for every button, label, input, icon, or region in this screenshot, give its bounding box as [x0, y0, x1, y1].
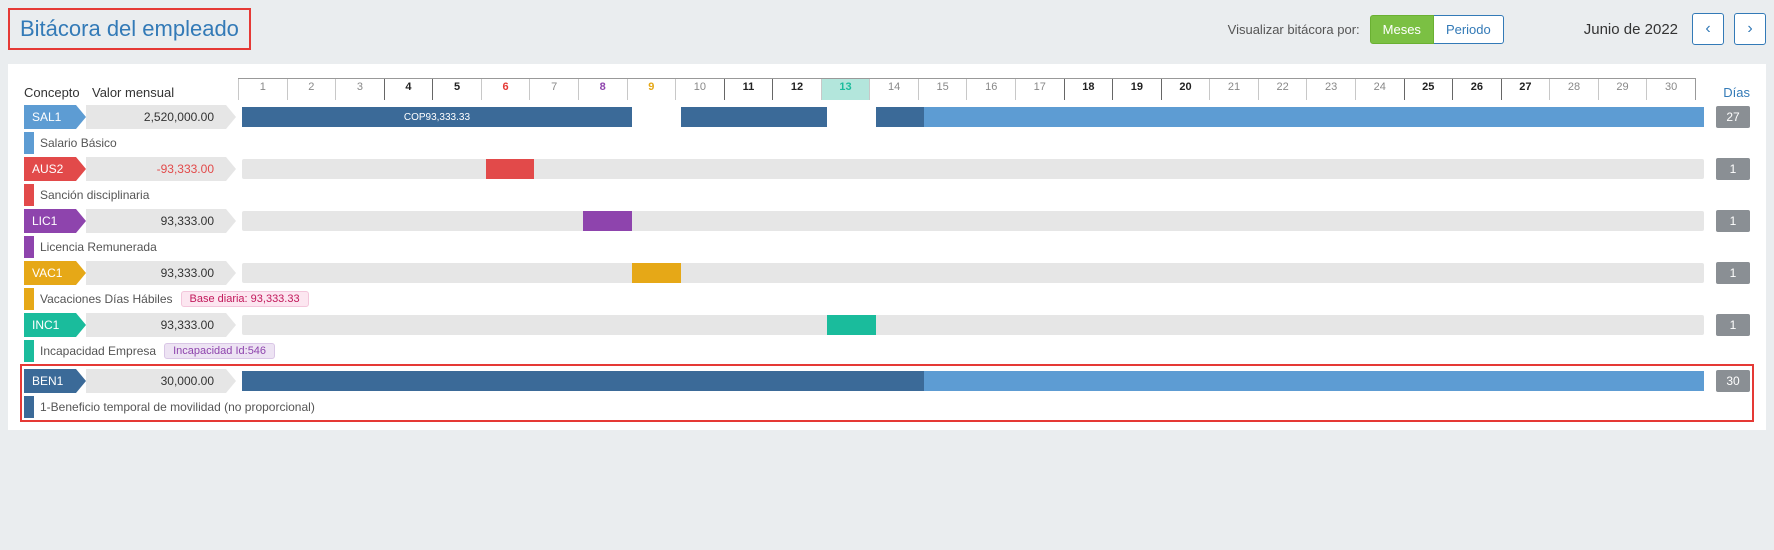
col-dias-header: Días: [1706, 85, 1750, 100]
track-segment[interactable]: [242, 371, 973, 391]
track-segment[interactable]: [632, 263, 681, 283]
track-segment[interactable]: COP93,333.33: [242, 107, 632, 127]
days-count-badge: 1: [1716, 158, 1750, 180]
prev-month-button[interactable]: ‹: [1692, 13, 1724, 45]
day-header-21: 21: [1209, 79, 1258, 100]
concept-description: Salario Básico: [40, 136, 117, 150]
track-segment[interactable]: [583, 211, 632, 231]
day-header-18: 18: [1064, 79, 1113, 100]
concept-track: [242, 159, 1704, 179]
track-segment[interactable]: [924, 107, 1704, 127]
day-header-28: 28: [1549, 79, 1598, 100]
concept-code-tag[interactable]: BEN1: [24, 369, 76, 393]
day-header-27: 27: [1501, 79, 1550, 100]
concept-row-lic1: LIC1 93,333.00 1 Licencia Remunerada: [24, 208, 1750, 258]
concept-pill: Base diaria: 93,333.33: [181, 291, 309, 307]
concept-value: 30,000.00: [86, 369, 226, 393]
view-by-label: Visualizar bitácora por:: [1228, 22, 1360, 37]
view-periodo-button[interactable]: Periodo: [1434, 15, 1504, 44]
concept-color-bar: [24, 132, 34, 154]
day-header-2: 2: [287, 79, 336, 100]
concept-track: [242, 211, 1704, 231]
concept-color-bar: [24, 184, 34, 206]
day-header-17: 17: [1015, 79, 1064, 100]
track-segment[interactable]: [827, 315, 876, 335]
days-header: 1234567891011121314151617181920212223242…: [238, 78, 1696, 100]
track-segment[interactable]: [486, 159, 535, 179]
day-header-7: 7: [529, 79, 578, 100]
day-header-15: 15: [918, 79, 967, 100]
day-header-9: 9: [627, 79, 676, 100]
chevron-right-icon: ›: [1747, 20, 1752, 38]
day-header-24: 24: [1355, 79, 1404, 100]
day-header-22: 22: [1258, 79, 1307, 100]
page-title: Bitácora del empleado: [8, 8, 251, 50]
concept-rows: SAL1 2,520,000.00 COP93,333.33 27 Salario Bá…: [24, 104, 1750, 422]
next-month-button[interactable]: ›: [1734, 13, 1766, 45]
day-header-13: 13: [821, 79, 870, 100]
concept-row-aus2: AUS2 -93,333.00 1 Sanción disciplinaria: [24, 156, 1750, 206]
day-header-29: 29: [1598, 79, 1647, 100]
concept-value: 93,333.00: [86, 313, 226, 337]
day-header-11: 11: [724, 79, 773, 100]
concept-description: 1-Beneficio temporal de movilidad (no pr…: [40, 400, 315, 414]
day-header-8: 8: [578, 79, 627, 100]
concept-code-tag[interactable]: SAL1: [24, 105, 76, 129]
concept-color-bar: [24, 236, 34, 258]
col-valor-header: Valor mensual: [92, 85, 232, 100]
concept-row-ben1: BEN1 30,000.00 30 1-Beneficio temporal de m…: [20, 364, 1754, 422]
days-count-badge: 27: [1716, 106, 1750, 128]
concept-value: 2,520,000.00: [86, 105, 226, 129]
concept-description: Licencia Remunerada: [40, 240, 157, 254]
concept-value: 93,333.00: [86, 261, 226, 285]
days-count-badge: 30: [1716, 370, 1750, 392]
concept-pill: Incapacidad Id:546: [164, 343, 275, 359]
days-count-badge: 1: [1716, 262, 1750, 284]
concept-track: [242, 315, 1704, 335]
col-concepto-header: Concepto: [24, 85, 92, 100]
day-header-4: 4: [384, 79, 433, 100]
concept-description: Incapacidad Empresa: [40, 344, 156, 358]
bitacora-panel: Concepto Valor mensual 12345678910111213…: [8, 64, 1766, 430]
track-segment[interactable]: [681, 107, 827, 127]
concept-row-vac1: VAC1 93,333.00 1 Vacaciones Días Hábiles Bas…: [24, 260, 1750, 310]
concept-color-bar: [24, 340, 34, 362]
view-meses-button[interactable]: Meses: [1370, 15, 1434, 44]
concept-code-tag[interactable]: LIC1: [24, 209, 76, 233]
day-header-14: 14: [869, 79, 918, 100]
day-header-25: 25: [1404, 79, 1453, 100]
concept-code-tag[interactable]: AUS2: [24, 157, 76, 181]
day-header-23: 23: [1306, 79, 1355, 100]
chevron-left-icon: ‹: [1705, 20, 1710, 38]
day-header-6: 6: [481, 79, 530, 100]
day-header-16: 16: [966, 79, 1015, 100]
view-toggle: Meses Periodo: [1370, 15, 1504, 44]
day-header-3: 3: [335, 79, 384, 100]
day-header-30: 30: [1646, 79, 1695, 100]
concept-value: 93,333.00: [86, 209, 226, 233]
concept-description: Vacaciones Días Hábiles: [40, 292, 173, 306]
concept-track: [242, 371, 1704, 391]
concept-description: Sanción disciplinaria: [40, 188, 149, 202]
concept-value: -93,333.00: [86, 157, 226, 181]
day-header-12: 12: [772, 79, 821, 100]
day-header-26: 26: [1452, 79, 1501, 100]
current-month-label: Junio de 2022: [1584, 21, 1678, 38]
concept-color-bar: [24, 288, 34, 310]
concept-track: [242, 263, 1704, 283]
day-header-1: 1: [238, 79, 287, 100]
concept-color-bar: [24, 396, 34, 418]
day-header-20: 20: [1161, 79, 1210, 100]
track-segment[interactable]: [924, 371, 1704, 391]
concept-code-tag[interactable]: INC1: [24, 313, 76, 337]
day-header-5: 5: [432, 79, 481, 100]
concept-code-tag[interactable]: VAC1: [24, 261, 76, 285]
concept-row-sal1: SAL1 2,520,000.00 COP93,333.33 27 Salario Bá…: [24, 104, 1750, 154]
days-count-badge: 1: [1716, 210, 1750, 232]
days-count-badge: 1: [1716, 314, 1750, 336]
day-header-10: 10: [675, 79, 724, 100]
concept-track: COP93,333.33: [242, 107, 1704, 127]
concept-row-inc1: INC1 93,333.00 1 Incapacidad Empresa Incapac…: [24, 312, 1750, 362]
day-header-19: 19: [1112, 79, 1161, 100]
